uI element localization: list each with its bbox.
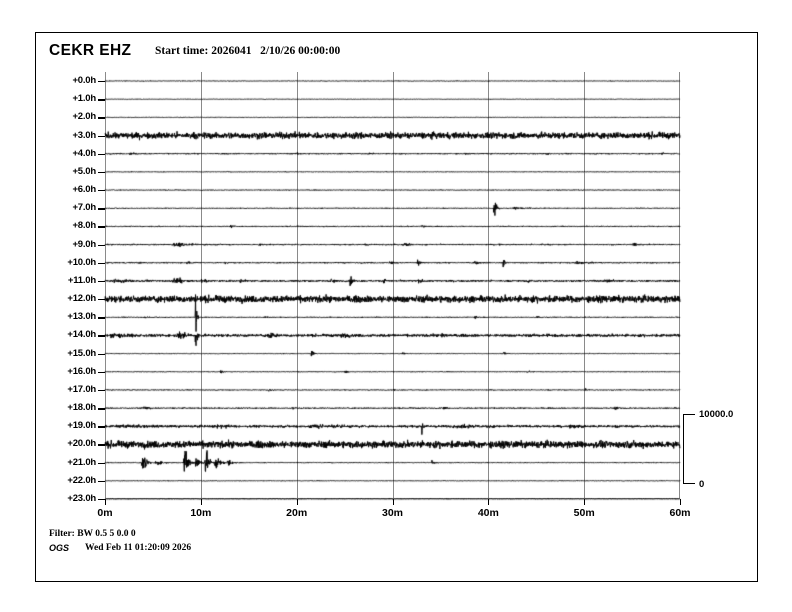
- x-axis-tick: [105, 499, 106, 505]
- y-axis-tick-label: +11.0h: [67, 274, 96, 286]
- x-axis-tick: [200, 499, 202, 505]
- x-axis-tick-label: 30m: [381, 507, 403, 519]
- y-axis-tick-label: +21.0h: [67, 456, 96, 468]
- x-axis-tick-label: 20m: [286, 507, 308, 519]
- y-axis-tick-label: +1.0h: [72, 93, 96, 105]
- y-axis-tick: [98, 208, 105, 210]
- y-axis-tick: [98, 226, 105, 228]
- y-axis-tick-label: +0.0h: [72, 75, 96, 86]
- y-axis-tick: [98, 335, 105, 337]
- y-axis-tick-label: +10.0h: [67, 256, 96, 268]
- start-time-label: Start time: 2026041 2/10/26 00:00:00: [155, 45, 341, 57]
- y-axis-tick: [98, 190, 105, 192]
- y-axis-tick-label: +3.0h: [72, 129, 96, 141]
- vertical-gridline: [200, 72, 202, 499]
- y-axis-tick-label: +13.0h: [67, 311, 96, 323]
- y-axis-tick: [98, 81, 105, 83]
- y-axis-tick: [98, 462, 105, 465]
- y-axis-tick-label: +17.0h: [67, 383, 96, 395]
- y-axis-tick: [98, 299, 105, 301]
- y-axis-tick: [98, 389, 105, 392]
- vertical-gridline: [392, 72, 394, 499]
- organization-label: OGS: [49, 543, 70, 553]
- y-axis-tick-label: +4.0h: [72, 147, 96, 159]
- y-axis-tick: [98, 317, 105, 319]
- x-axis-tick: [680, 499, 681, 505]
- vertical-gridline: [488, 72, 490, 499]
- station-title: CEKR EHZ: [49, 42, 132, 59]
- y-axis-tick-label: +6.0h: [72, 184, 96, 196]
- y-axis-line: [105, 72, 107, 499]
- y-axis-tick: [98, 499, 105, 501]
- y-axis-tick: [98, 353, 105, 355]
- y-axis-tick: [98, 244, 105, 246]
- vertical-gridline: [296, 72, 298, 499]
- x-axis-tick: [296, 499, 298, 505]
- y-axis-tick: [98, 117, 105, 119]
- scale-max-label: 10000.0: [699, 409, 734, 420]
- x-axis-tick-label: 10m: [190, 507, 212, 519]
- y-axis-tick: [98, 280, 105, 283]
- y-axis-tick-label: +9.0h: [72, 238, 96, 250]
- y-axis-tick-label: +18.0h: [67, 402, 96, 414]
- x-axis-tick: [488, 499, 490, 505]
- amplitude-scale-bar: [683, 414, 695, 484]
- y-axis-tick: [98, 153, 105, 156]
- x-axis-tick-label: 50m: [573, 507, 595, 519]
- y-axis-tick: [98, 171, 105, 174]
- y-axis-tick-label: +23.0h: [67, 493, 96, 504]
- plot-frame-border: [35, 32, 758, 582]
- y-axis-tick-label: +15.0h: [67, 347, 96, 359]
- y-axis-tick: [98, 408, 105, 410]
- scale-min-label: 0: [699, 479, 705, 490]
- y-axis-tick: [98, 480, 105, 483]
- y-axis-tick-label: +22.0h: [67, 474, 96, 486]
- x-axis-tick: [392, 499, 394, 505]
- y-axis-tick-label: +7.0h: [72, 202, 96, 214]
- y-axis-tick: [98, 99, 105, 101]
- y-axis-tick: [98, 444, 105, 446]
- y-axis-tick-label: +8.0h: [72, 220, 96, 232]
- y-axis-tick: [98, 426, 105, 428]
- y-axis-right-line: [679, 72, 681, 499]
- y-axis-tick-label: +20.0h: [67, 438, 96, 450]
- vertical-gridline: [584, 72, 586, 499]
- y-axis-tick-label: +2.0h: [72, 111, 96, 123]
- y-axis-tick: [98, 262, 105, 265]
- filter-label: Filter: BW 0.5 5 0.0 0: [49, 529, 136, 539]
- y-axis-tick-label: +16.0h: [67, 365, 96, 377]
- y-axis-tick-label: +5.0h: [72, 165, 96, 177]
- generated-datetime-label: Wed Feb 11 01:20:09 2026: [85, 543, 192, 553]
- y-axis-tick: [98, 371, 105, 374]
- x-axis-tick-label: 60m: [669, 507, 691, 519]
- y-axis-tick-label: +19.0h: [67, 420, 96, 432]
- y-axis-tick-label: +14.0h: [67, 329, 96, 341]
- y-axis-tick: [98, 135, 105, 137]
- y-axis-tick-label: +12.0h: [67, 293, 96, 305]
- x-axis-tick-label: 0m: [97, 507, 113, 519]
- x-axis-tick: [584, 499, 586, 505]
- x-axis-tick-label: 40m: [477, 507, 499, 519]
